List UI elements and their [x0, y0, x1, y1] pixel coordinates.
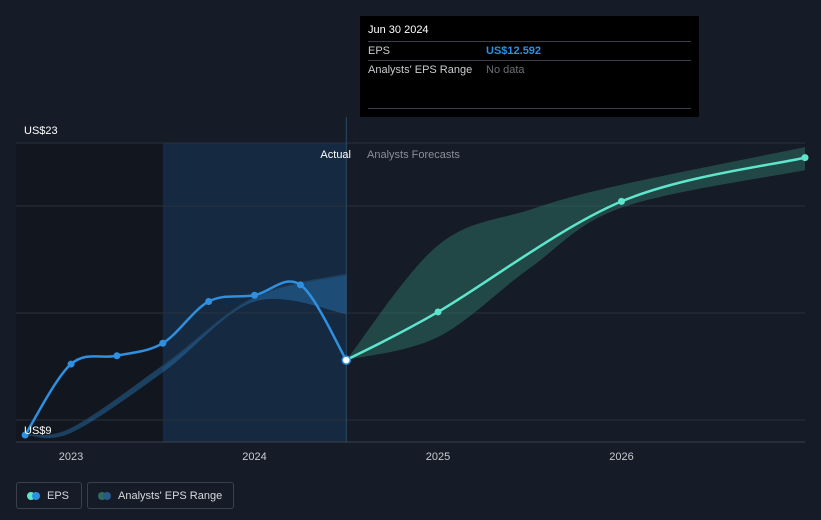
eps-legend-icon: [27, 491, 40, 500]
eps-actual-point: [21, 431, 29, 439]
hover-tooltip: Jun 30 2024 EPS US$12.592 Analysts' EPS …: [360, 16, 699, 117]
tooltip-eps-label: EPS: [368, 45, 391, 57]
legend-range-label: Analysts' EPS Range: [118, 489, 223, 502]
past-region-shade: [16, 143, 163, 442]
forecast-range-band: [346, 147, 805, 361]
eps-actual-point: [205, 298, 213, 306]
actual-region-label: Actual: [320, 149, 351, 161]
legend-eps-label: EPS: [47, 489, 70, 502]
eps-actual-point: [251, 291, 259, 299]
past-estimate-range-band: [25, 274, 347, 439]
range-legend-dot-past: [103, 491, 111, 500]
eps-legend-dot-actual: [32, 491, 40, 500]
tooltip-range-label: Analysts' EPS Range: [368, 64, 473, 76]
tooltip-range-value: No data: [486, 64, 525, 76]
tooltip-date: Jun 30 2024: [368, 24, 429, 36]
eps-actual-point: [67, 360, 75, 368]
eps-forecast-point: [434, 308, 442, 316]
eps-actual-point: [296, 281, 304, 289]
range-legend-dot-forecast: [98, 491, 106, 500]
tooltip-row-eps: EPS US$12.592: [368, 41, 691, 60]
y-axis-bottom-label: US$9: [24, 425, 52, 437]
x-tick-label-2024: 2024: [242, 451, 266, 463]
eps-legend-dot-forecast: [27, 491, 35, 500]
eps-forecast-point: [618, 197, 626, 205]
tooltip-divider: [368, 108, 691, 109]
x-tick-label-2026: 2026: [609, 451, 633, 463]
x-tick-label-2025: 2025: [426, 451, 450, 463]
eps-hover-point: [341, 355, 352, 365]
x-tick-label-2023: 2023: [59, 451, 83, 463]
tooltip-row-range: Analysts' EPS Range No data: [368, 60, 691, 79]
eps-actual-point: [113, 352, 121, 360]
past-estimate-line: [25, 273, 347, 437]
y-axis-top-label: US$23: [24, 125, 58, 137]
range-legend-icon: [98, 491, 111, 500]
eps-forecast-point: [801, 154, 809, 162]
legend-range-toggle[interactable]: Analysts' EPS Range: [87, 482, 234, 509]
legend-eps-toggle[interactable]: EPS: [16, 482, 82, 509]
tooltip-eps-value: US$12.592: [486, 45, 542, 57]
eps-forecast-line: [345, 156, 806, 362]
forecast-region-label: Analysts Forecasts: [367, 149, 460, 161]
eps-actual-point: [159, 339, 167, 347]
